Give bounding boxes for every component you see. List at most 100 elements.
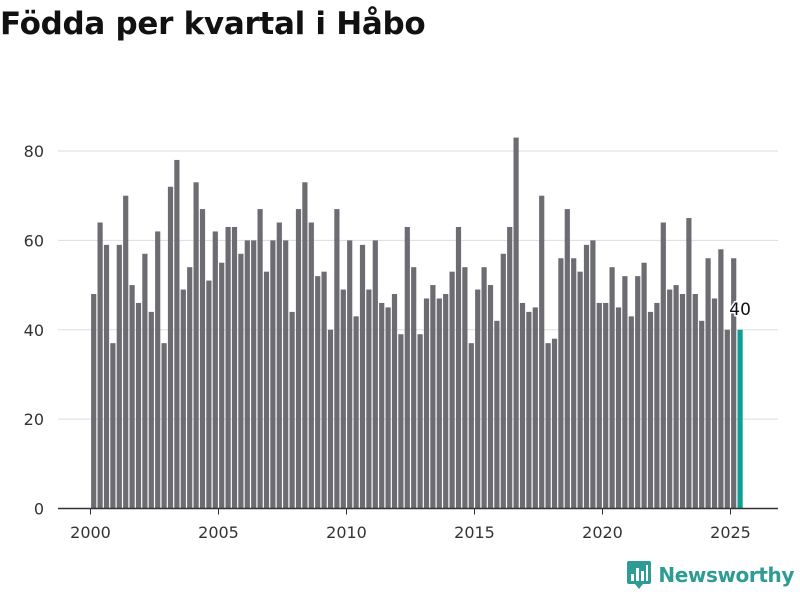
- bar: [372, 240, 378, 509]
- bar: [385, 307, 391, 509]
- bar: [302, 182, 308, 509]
- bar: [519, 302, 526, 509]
- bar: [219, 262, 225, 509]
- chart-title: Födda per kvartal i Håbo: [0, 6, 426, 42]
- bar: [251, 240, 257, 509]
- bar: [462, 267, 468, 509]
- bar: [686, 218, 692, 509]
- bar: [577, 271, 583, 509]
- bar: [660, 222, 666, 509]
- bar: [270, 240, 276, 509]
- bar: [398, 334, 404, 509]
- bar: [225, 226, 231, 509]
- y-tick-label: 0: [34, 500, 44, 519]
- bar: [238, 253, 244, 509]
- bar: [110, 343, 116, 509]
- bars: [91, 137, 743, 509]
- bar: [443, 294, 449, 509]
- bar: [679, 294, 686, 509]
- bar: [551, 338, 558, 509]
- bar: [283, 240, 289, 509]
- bar: [475, 289, 481, 509]
- bar: [276, 222, 282, 509]
- x-tick-label: 2015: [454, 523, 495, 542]
- bar: [596, 302, 602, 509]
- bar: [129, 285, 135, 509]
- bar: [667, 289, 673, 509]
- bar: [244, 240, 250, 509]
- bar: [123, 195, 129, 509]
- bar: [289, 311, 295, 509]
- bar: [167, 186, 174, 509]
- bar: [327, 329, 334, 509]
- bar: [718, 249, 724, 509]
- bar: [148, 311, 154, 509]
- bar: [628, 316, 634, 509]
- bar: [257, 209, 263, 509]
- bar: [564, 209, 570, 509]
- bar: [187, 267, 193, 509]
- brand-name: Newsworthy: [658, 563, 794, 587]
- bar: [711, 298, 718, 509]
- bar: [481, 267, 487, 509]
- bar: [379, 302, 385, 509]
- bar: [417, 334, 423, 509]
- bar: [449, 271, 455, 509]
- bar: [603, 302, 609, 509]
- x-axis-tick-labels: 2000 2005 2010 2015 2020 2025: [70, 508, 751, 542]
- bar: [583, 244, 590, 509]
- bar: [436, 298, 442, 509]
- bar: [359, 244, 366, 509]
- bar: [174, 159, 180, 509]
- x-tick-label: 2000: [70, 523, 111, 542]
- bar: [654, 302, 660, 509]
- bar: [487, 285, 494, 509]
- bar: [161, 343, 167, 509]
- bar: [731, 258, 737, 509]
- bar: [558, 258, 564, 509]
- bar: [539, 195, 545, 509]
- bar: [590, 240, 596, 509]
- bar: [353, 316, 359, 509]
- y-axis-tick-labels: 0 20 40 60 80: [24, 142, 44, 519]
- newsworthy-logo: Newsworthy: [626, 560, 794, 590]
- bar: [135, 302, 142, 509]
- bar: [116, 244, 122, 509]
- bar: [641, 262, 647, 509]
- bar-chart-icon: [627, 561, 652, 589]
- bar: [347, 240, 353, 509]
- highlight-bar: [737, 329, 743, 509]
- bar: [295, 209, 302, 509]
- bar: [97, 222, 103, 509]
- bar: [391, 294, 398, 509]
- bar: [571, 258, 577, 509]
- bar: [142, 253, 148, 509]
- bar: [411, 267, 417, 509]
- bar: [622, 276, 628, 509]
- bar: [263, 271, 270, 509]
- bar: [308, 222, 314, 509]
- bar: [545, 343, 551, 509]
- bar: [366, 289, 372, 509]
- bar: [526, 311, 532, 509]
- bar: [705, 258, 711, 509]
- y-tick-label: 40: [24, 321, 44, 340]
- x-tick-label: 2010: [326, 523, 367, 542]
- y-tick-label: 80: [24, 142, 44, 161]
- bar: [423, 298, 430, 509]
- data-labels: 40: [728, 298, 753, 321]
- bar: [699, 320, 705, 509]
- bar: [206, 280, 212, 509]
- bar: [231, 226, 238, 509]
- highlight-data-label: 40: [729, 300, 751, 320]
- bar: [334, 209, 340, 509]
- x-tick-label: 2025: [710, 523, 751, 542]
- x-tick-label: 2005: [198, 523, 239, 542]
- bar: [212, 231, 218, 509]
- bar: [103, 244, 110, 509]
- bar: [507, 226, 513, 509]
- bar: [673, 285, 679, 509]
- bar: [532, 307, 538, 509]
- bar: [635, 276, 641, 509]
